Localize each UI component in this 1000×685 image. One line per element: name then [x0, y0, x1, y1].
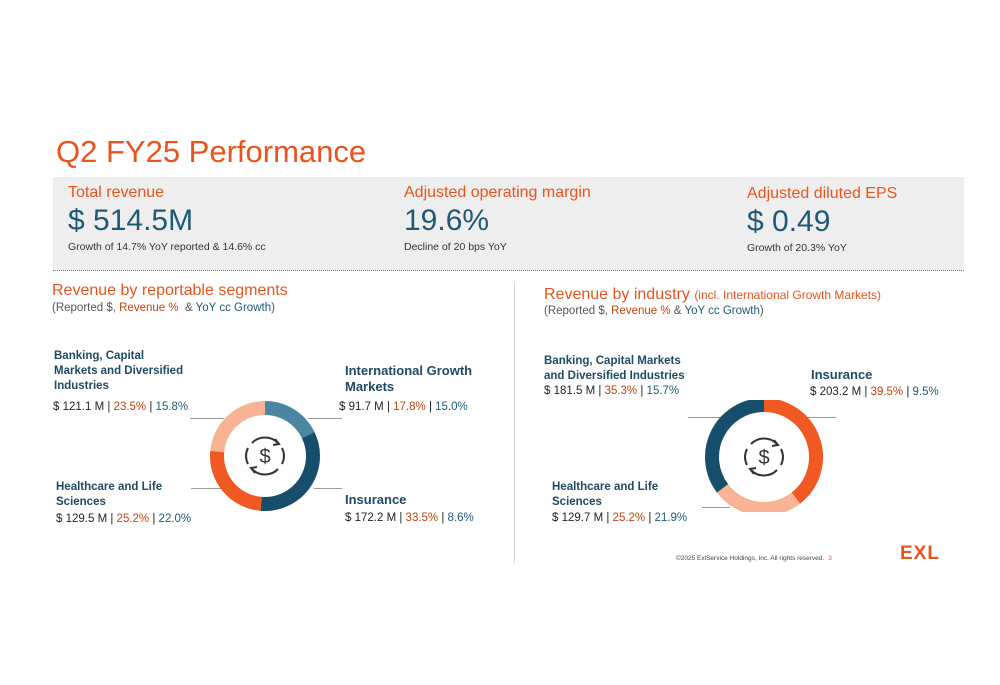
segment-name: Healthcare and Life Sciences: [56, 481, 163, 508]
donut-slice-insurance: [260, 431, 320, 511]
segment-growth: 8.6%: [447, 512, 474, 524]
kpi-value: 19.6%: [404, 204, 490, 237]
industry-pct: 35.3%: [604, 385, 638, 397]
copyright-text: ©2025 ExlService Holdings, Inc. All righ…: [676, 555, 825, 562]
kpi-label: Adjusted operating margin: [404, 184, 591, 201]
industry-value-insurance: $ 203.2 M | 39.5% | 9.5%: [810, 386, 939, 398]
donut-slice-insurance: [763, 400, 823, 504]
leader-line: [191, 488, 221, 489]
kpi-diluted-eps: Adjusted diluted EPS $ 0.49 Growth of 20…: [747, 185, 897, 254]
segment-pct: 23.5%: [113, 401, 147, 413]
subtitle-yoy-growth: YoY cc Growth: [684, 305, 760, 317]
subtitle-revenue-pct: Revenue %: [611, 305, 671, 317]
industry-name: Banking, Capital Markets and Diversified…: [544, 355, 685, 382]
section-divider: [514, 283, 515, 563]
subtitle-text: &: [178, 302, 196, 314]
industry-pct: 25.2%: [612, 512, 646, 524]
subtitle-revenue-pct: Revenue %: [119, 302, 179, 314]
segment-value-healthcare: $ 129.5 M | 25.2% | 22.0%: [56, 513, 192, 525]
industry-donut-chart: $: [705, 400, 823, 512]
industry-title-main: Revenue by industry: [544, 286, 690, 303]
subtitle-text: ): [759, 305, 764, 317]
subtitle-text: ): [271, 302, 275, 314]
segment-pct: 25.2%: [116, 513, 150, 525]
segment-amount: $ 121.1 M: [53, 401, 105, 413]
kpi-note: Growth of 14.7% YoY reported & 14.6% cc: [68, 241, 266, 253]
subtitle-text: (Reported $,: [544, 305, 612, 317]
segment-amount: $ 172.2 M: [345, 512, 397, 524]
segments-donut-chart: $: [210, 401, 320, 511]
segments-subtitle: (Reported $, Revenue % & YoY cc Growth): [52, 302, 275, 314]
kpi-total-revenue: Total revenue $ 514.5M Growth of 14.7% Y…: [68, 184, 266, 253]
page-title: Q2 FY25 Performance: [56, 134, 367, 169]
industry-value-banking: $ 181.5 M | 35.3% | 15.7%: [544, 385, 680, 397]
segment-growth: 15.0%: [435, 401, 468, 413]
industry-amount: $ 203.2 M: [810, 386, 862, 398]
segment-label-insurance: Insurance: [345, 492, 406, 508]
industry-name: Healthcare and Life Sciences: [552, 481, 659, 508]
page-number: 3: [828, 555, 832, 562]
footer-copyright: ©2025 ExlService Holdings, Inc. All righ…: [676, 555, 832, 562]
segment-growth: 22.0%: [158, 513, 192, 525]
leader-line: [688, 417, 720, 418]
donut-slice-international-growth-markets: [264, 401, 315, 439]
segment-label-igm: International Growth Markets: [345, 363, 480, 395]
segment-amount: $ 91.7 M: [339, 401, 384, 413]
kpi-value: $ 0.49: [747, 205, 831, 238]
leader-line: [702, 507, 730, 508]
segment-pct: 17.8%: [393, 401, 426, 413]
kpi-band: [53, 177, 964, 271]
industry-label-insurance: Insurance: [811, 367, 872, 383]
industry-amount: $ 129.7 M: [552, 512, 604, 524]
exl-logo: EXL: [900, 543, 940, 564]
industry-label-healthcare: Healthcare and Life Sciences: [552, 480, 682, 510]
segment-name: Banking, Capital Markets and Diversified…: [54, 350, 184, 392]
segment-name: Insurance: [345, 492, 407, 507]
industry-growth: 15.7%: [646, 385, 680, 397]
industry-name: Insurance: [811, 367, 873, 382]
industry-value-healthcare: $ 129.7 M | 25.2% | 21.9%: [552, 512, 688, 524]
kpi-note: Decline of 20 bps YoY: [404, 241, 507, 253]
kpi-operating-margin: Adjusted operating margin 19.6% Decline …: [404, 184, 591, 253]
segment-value-igm: $ 91.7 M | 17.8% | 15.0%: [339, 401, 468, 413]
segment-label-banking: Banking, Capital Markets and Diversified…: [54, 349, 189, 394]
kpi-label: Adjusted diluted EPS: [747, 185, 898, 202]
segment-pct: 33.5%: [405, 512, 439, 524]
leader-line: [314, 488, 342, 489]
donut-slice-healthcare-and-life-sciences: [716, 483, 801, 512]
segment-value-insurance: $ 172.2 M | 33.5% | 8.6%: [345, 512, 474, 524]
industry-pct: 39.5%: [870, 386, 904, 398]
donut-slice-healthcare-and-life-sciences: [210, 450, 262, 511]
industry-growth: 9.5%: [912, 386, 939, 398]
donut-slice-banking-capital-markets-and-diversified-industries: [210, 401, 266, 453]
industry-donut: [705, 400, 823, 512]
subtitle-yoy-growth: YoY cc Growth: [195, 302, 272, 314]
subtitle-text: &: [670, 305, 685, 317]
kpi-value: $ 514.5M: [68, 204, 194, 237]
dollar-cycle-icon: $: [744, 437, 784, 477]
kpi-note: Growth of 20.3% YoY: [747, 242, 847, 254]
segments-title: Revenue by reportable segments: [52, 282, 288, 299]
leader-line: [190, 418, 224, 419]
svg-text:$: $: [259, 446, 270, 468]
segment-label-healthcare: Healthcare and Life Sciences: [56, 480, 186, 510]
industry-subtitle: (Reported $, Revenue % & YoY cc Growth): [544, 305, 764, 317]
segment-value-banking: $ 121.1 M | 23.5% | 15.8%: [53, 401, 189, 413]
leader-line: [806, 417, 836, 418]
industry-amount: $ 181.5 M: [544, 385, 596, 397]
industry-growth: 21.9%: [654, 512, 688, 524]
segment-name: International Growth Markets: [345, 363, 473, 394]
dollar-cycle-icon: $: [245, 436, 285, 476]
industry-title: Revenue by industry (incl. International…: [544, 286, 881, 304]
svg-text:$: $: [758, 447, 769, 469]
subtitle-text: (Reported $,: [52, 302, 120, 314]
kpi-label: Total revenue: [68, 184, 165, 201]
leader-line: [308, 418, 342, 419]
industry-title-note: (incl. International Growth Markets): [694, 288, 882, 302]
donut-slice-banking-capital-markets-and-diversified-industries: [705, 400, 765, 493]
segments-donut: [210, 401, 320, 511]
industry-label-banking: Banking, Capital Markets and Diversified…: [544, 354, 704, 384]
segment-amount: $ 129.5 M: [56, 513, 108, 525]
segment-growth: 15.8%: [155, 401, 189, 413]
